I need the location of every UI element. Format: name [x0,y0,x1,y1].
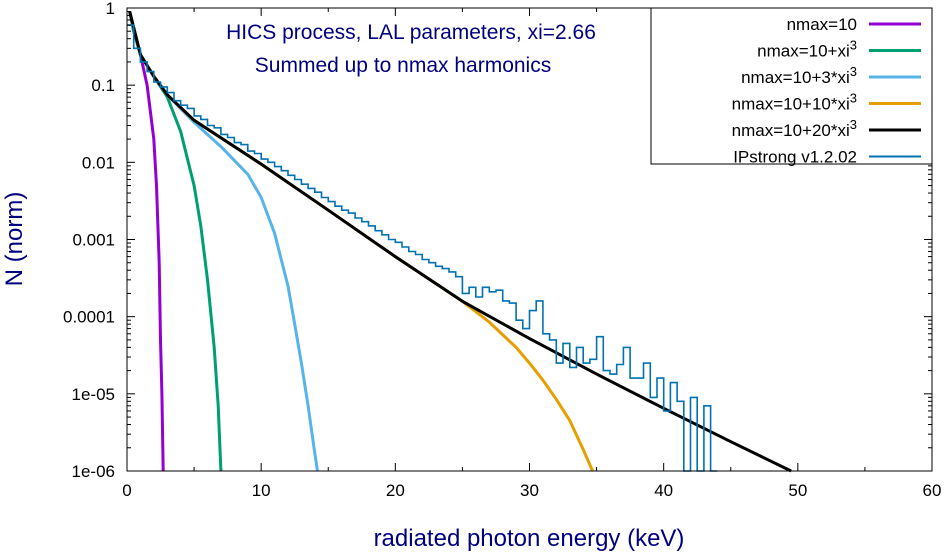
series-layer [127,11,792,473]
series-line-6 [127,24,718,472]
x-tick-label: 30 [520,481,539,500]
y-tick-label: 0.001 [72,231,115,250]
x-tick-label: 10 [252,481,271,500]
y-tick-label: 1 [106,0,115,18]
legend-label-6: IPstrong v1.2.02 [733,148,857,167]
x-axis-title: radiated photon energy (keV) [374,525,685,552]
legend-label-1: nmax=10 [787,15,857,34]
chart-subtitle: Summed up to nmax harmonics [255,54,551,77]
series-line-5 [128,11,792,473]
y-tick-label: 0.1 [91,76,115,95]
legend-label-3: nmax=10+3*xi3 [741,64,857,87]
x-tick-label: 0 [122,481,131,500]
y-tick-label: 0.0001 [63,308,115,327]
chart-title: HICS process, LAL parameters, xi=2.66 [226,21,596,44]
x-tick-label: 20 [386,481,405,500]
y-tick-label: 1e-05 [72,385,115,404]
series-line-2 [128,11,223,472]
legend-label-4: nmax=10+10*xi3 [732,91,857,114]
series-line-4 [128,11,594,472]
axes-layer: 0 10 20 30 40 50 60 1 0.1 0.01 0.001 0.0001 1e-05 1e-… [63,0,941,500]
legend-label-2: nmax=10+xi3 [757,38,857,61]
title-layer: HICS process, LAL parameters, xi=2.66 Su… [1,21,684,552]
y-axis-title: N (norm) [1,192,28,287]
y-tick-label: 1e-06 [72,462,115,481]
x-tick-label: 60 [923,481,942,500]
y-tick-label: 0.01 [82,153,115,172]
legend-box [650,7,933,165]
legend: nmax=10 nmax=10+xi3 nmax=10+3*xi3 nmax=10+1… [650,7,933,167]
x-tick-label: 50 [788,481,807,500]
x-tick-label: 40 [654,481,673,500]
legend-label-5: nmax=10+20*xi3 [732,117,857,140]
